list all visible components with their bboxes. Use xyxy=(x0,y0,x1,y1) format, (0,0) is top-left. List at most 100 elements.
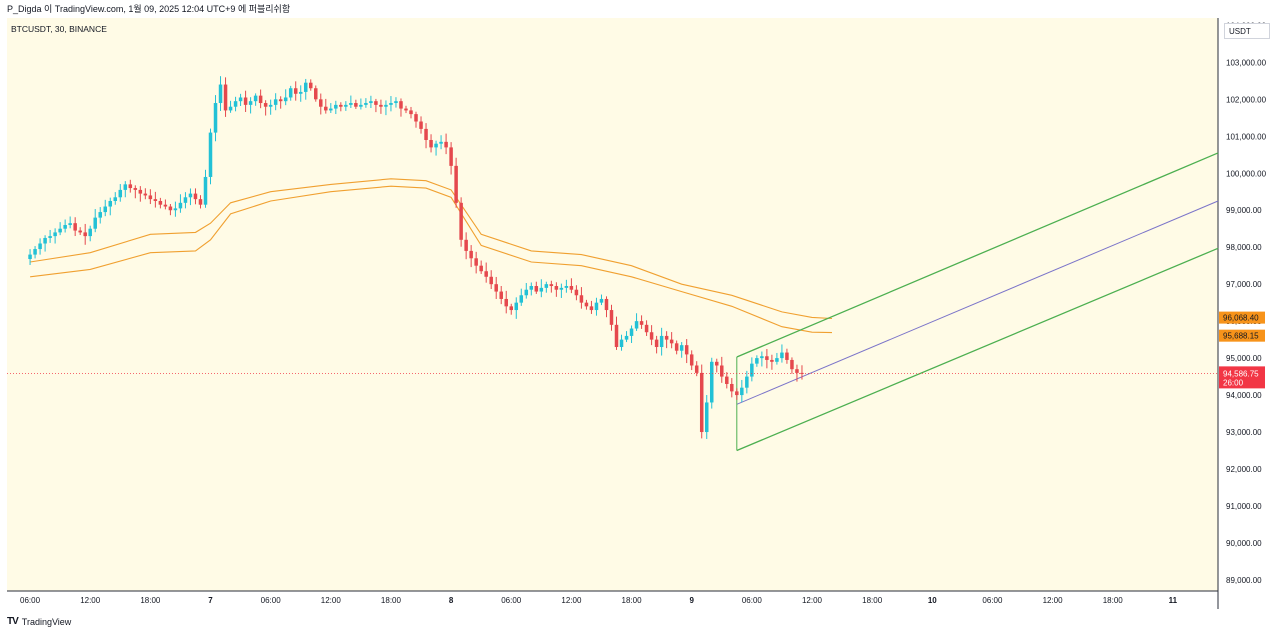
candle xyxy=(659,327,664,356)
candle-body xyxy=(128,184,133,189)
candle-body xyxy=(43,237,47,244)
candle xyxy=(725,372,729,389)
candle xyxy=(238,93,243,107)
candle xyxy=(519,288,524,306)
publish-header: P_Digda 이 TradingView.com, 1월 09, 2025 1… xyxy=(7,4,291,14)
candle-body xyxy=(238,97,243,102)
candle xyxy=(454,157,458,208)
candle xyxy=(208,128,213,185)
candle-body xyxy=(649,332,654,340)
candle-body xyxy=(384,104,388,107)
candle xyxy=(278,96,283,109)
candle-body xyxy=(374,101,378,105)
candle-body xyxy=(83,232,87,237)
candle-body xyxy=(293,88,298,94)
candle xyxy=(534,281,539,294)
candle-body xyxy=(223,84,228,111)
y-tick-label: 95,000.00 xyxy=(1226,354,1262,363)
candle xyxy=(569,278,574,294)
candle-body xyxy=(549,284,554,287)
candle-body xyxy=(434,143,438,148)
candle xyxy=(474,251,478,274)
candle xyxy=(614,316,619,350)
candle xyxy=(679,342,684,358)
candle xyxy=(389,96,393,112)
candle xyxy=(163,199,168,210)
candle xyxy=(654,335,659,354)
candle-body xyxy=(800,372,804,374)
candle-body xyxy=(775,358,779,362)
candle xyxy=(83,223,87,245)
y-tick-label: 98,000.00 xyxy=(1226,243,1262,252)
candle xyxy=(619,334,624,351)
candle-body xyxy=(745,376,749,388)
candle xyxy=(409,106,413,119)
candle-body xyxy=(344,104,348,107)
candle xyxy=(118,184,123,202)
price-scale-background xyxy=(1218,18,1273,591)
candle xyxy=(173,201,178,217)
candle-body xyxy=(28,254,32,260)
candle xyxy=(308,79,313,91)
candle-body xyxy=(489,276,493,285)
candle xyxy=(128,179,133,193)
candle-body xyxy=(644,324,649,333)
band-price-tag: 96,068.40 xyxy=(1219,311,1265,324)
candle-body xyxy=(494,284,498,292)
candle xyxy=(253,93,258,106)
candle xyxy=(183,192,188,209)
footer-brand[interactable]: TV TradingView xyxy=(7,616,71,627)
candle xyxy=(745,370,749,394)
candle-body xyxy=(639,321,644,325)
candle-body xyxy=(153,199,158,201)
candle-body xyxy=(198,199,203,205)
candle-body xyxy=(469,250,473,259)
candle xyxy=(53,228,57,244)
candle-body xyxy=(514,302,519,311)
candle xyxy=(153,191,158,208)
candle xyxy=(103,199,107,217)
candle-body xyxy=(33,249,37,255)
candle-body xyxy=(740,387,744,396)
candle-body xyxy=(419,121,423,129)
candle-body xyxy=(88,228,92,237)
currency-button[interactable]: USDT xyxy=(1224,23,1270,39)
candle-body xyxy=(554,286,559,290)
candle-body xyxy=(790,359,794,370)
candle-body xyxy=(474,258,478,266)
candle xyxy=(449,142,453,175)
candle xyxy=(504,290,508,314)
symbol-label[interactable]: BTCUSDT, 30, BINANCE xyxy=(11,24,107,34)
candle xyxy=(524,282,529,299)
x-tick-label: 12:00 xyxy=(1043,596,1064,605)
candle xyxy=(599,294,604,306)
candle xyxy=(479,260,483,274)
candle-body xyxy=(564,286,569,288)
candle xyxy=(669,332,674,349)
candle-body xyxy=(579,295,584,303)
candle-body xyxy=(609,310,614,325)
envelope-bands xyxy=(30,178,833,334)
candle-body xyxy=(459,202,463,240)
candle-body xyxy=(659,335,664,348)
candle-body xyxy=(329,108,333,111)
candle xyxy=(38,238,42,255)
band-lower-line xyxy=(30,185,833,334)
candle-body xyxy=(414,114,418,122)
candle-body xyxy=(268,104,273,107)
candle xyxy=(379,99,383,114)
candle xyxy=(529,282,534,296)
candle-body xyxy=(53,232,57,237)
candle-body xyxy=(389,103,393,105)
candle xyxy=(324,98,328,114)
parallel-channel[interactable] xyxy=(736,152,1219,452)
candles xyxy=(28,76,804,439)
channel-median-line xyxy=(736,200,1219,405)
candle xyxy=(609,304,614,331)
x-tick-label: 12:00 xyxy=(561,596,582,605)
candle-body xyxy=(273,99,278,105)
candle-body xyxy=(98,212,102,218)
candle-body xyxy=(178,202,183,209)
candle-body xyxy=(48,236,52,238)
